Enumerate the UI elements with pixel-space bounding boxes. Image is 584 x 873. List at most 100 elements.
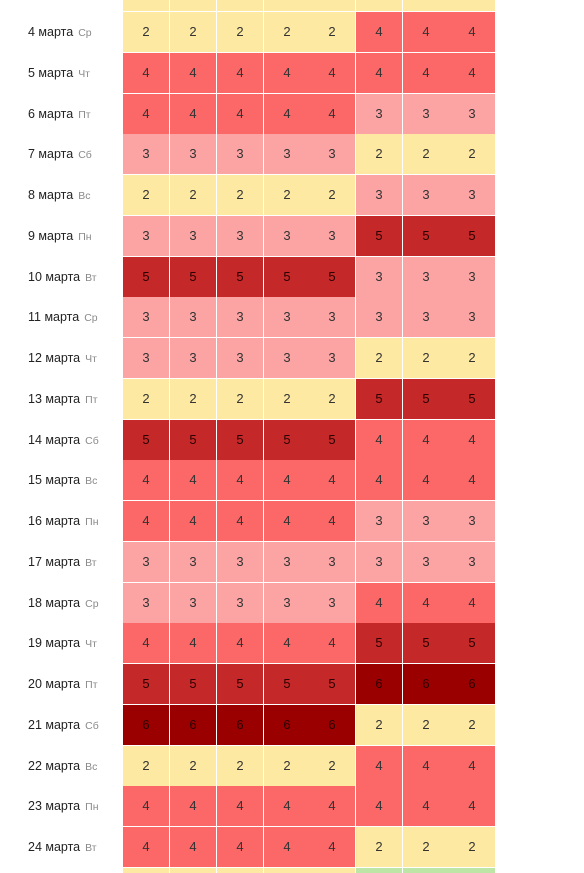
value-cell: 2 xyxy=(170,175,216,215)
date-text: 15 марта xyxy=(28,473,81,488)
value-cell: 4 xyxy=(170,786,216,827)
forecast-row: 22 марта Вс 2 2 2 2 2 4 4 4 xyxy=(0,745,584,786)
date-text: 16 марта xyxy=(28,514,81,528)
top-edge-cell xyxy=(356,0,402,11)
date-label: 7 марта Сб xyxy=(28,134,92,174)
forecast-row: 23 марта Пн 4 4 4 4 4 4 4 4 xyxy=(0,786,584,827)
date-label: 5 марта Чт xyxy=(28,53,90,93)
value-cell: 3 xyxy=(123,338,169,378)
value-cell: 4 xyxy=(309,93,355,134)
weekday-text: Ср xyxy=(84,312,98,325)
date-text: 20 марта xyxy=(28,677,81,691)
value-cell: 5 xyxy=(170,664,216,704)
value-cell: 3 xyxy=(217,338,263,378)
value-cell: 4 xyxy=(123,786,169,827)
value-cell: 4 xyxy=(123,623,169,664)
value-cell: 4 xyxy=(217,827,263,867)
value-cell: 5 xyxy=(309,664,355,704)
value-cell: 2 xyxy=(403,827,449,867)
value-cell: 5 xyxy=(403,215,449,256)
value-cell: 3 xyxy=(170,297,216,338)
value-cell: 3 xyxy=(217,134,263,175)
forecast-row: 12 марта Чт 3 3 3 3 3 2 2 2 xyxy=(0,338,584,378)
value-cell: 4 xyxy=(309,623,355,664)
value-cell: 3 xyxy=(264,215,310,256)
value-cell: 4 xyxy=(403,52,449,93)
date-label: 8 марта Вс xyxy=(28,175,90,215)
value-cell: 4 xyxy=(170,623,216,664)
value-cell: 4 xyxy=(449,786,495,827)
date-label: 10 марта Вт xyxy=(28,257,97,297)
value-cell: 4 xyxy=(356,52,402,93)
value-cell: 5 xyxy=(264,256,310,297)
value-cell: 2 xyxy=(449,134,495,175)
value-cell: 4 xyxy=(403,12,449,52)
value-cell: 3 xyxy=(403,175,449,215)
value-cell: 4 xyxy=(449,460,495,501)
date-text: 9 марта xyxy=(28,228,74,243)
date-text: 6 марта xyxy=(28,106,74,121)
value-cell: 3 xyxy=(356,175,402,215)
date-label: 11 марта Ср xyxy=(28,297,98,337)
forecast-row: 13 марта Пт 2 2 2 2 2 5 5 5 xyxy=(0,378,584,419)
value-cell: 3 xyxy=(217,582,263,623)
value-cell: 5 xyxy=(123,419,169,460)
value-cell: 2 xyxy=(123,175,169,215)
value-cell: 3 xyxy=(356,93,402,134)
value-cell: 6 xyxy=(170,704,216,745)
value-cell: 4 xyxy=(309,501,355,541)
value-cell: 3 xyxy=(449,256,495,297)
value-cell: 6 xyxy=(309,704,355,745)
top-edge-cell xyxy=(170,0,216,11)
value-cell: 5 xyxy=(264,664,310,704)
value-cell: 3 xyxy=(217,215,263,256)
value-cell: 2 xyxy=(403,134,449,175)
value-cell: 2 xyxy=(217,378,263,419)
weekday-text: Вс xyxy=(85,760,98,773)
value-cell: 4 xyxy=(356,12,402,52)
value-cell: 3 xyxy=(217,541,263,582)
value-cell: 3 xyxy=(449,501,495,541)
weekday-text: Вт xyxy=(85,842,97,854)
value-cell: 3 xyxy=(264,297,310,338)
value-cell: 2 xyxy=(309,12,355,52)
value-cell: 2 xyxy=(356,134,402,175)
forecast-row: 17 марта Вт 3 3 3 3 3 3 3 3 xyxy=(0,541,584,582)
date-label: 23 марта Пн xyxy=(28,786,99,826)
forecast-row: 14 марта Сб 5 5 5 5 5 4 4 4 xyxy=(0,419,584,460)
date-label: 20 марта Пт xyxy=(28,664,98,704)
weekday-text: Пн xyxy=(85,516,99,528)
value-cell: 3 xyxy=(123,541,169,582)
value-cell: 2 xyxy=(449,338,495,378)
value-cell: 2 xyxy=(170,12,216,52)
value-cell: 2 xyxy=(449,827,495,867)
value-cell: 4 xyxy=(264,93,310,134)
value-cell: 4 xyxy=(264,786,310,827)
top-edge-cell xyxy=(449,0,495,11)
value-cell: 3 xyxy=(309,297,355,338)
value-cell: 2 xyxy=(309,745,355,786)
value-cell: 6 xyxy=(449,664,495,704)
value-cell: 5 xyxy=(217,419,263,460)
value-cell: 3 xyxy=(356,256,402,297)
value-cell: 3 xyxy=(170,582,216,623)
value-cell: 2 xyxy=(449,704,495,745)
weekday-text: Вс xyxy=(78,190,91,202)
value-cell: 3 xyxy=(264,134,310,175)
value-cell: 4 xyxy=(309,786,355,827)
bottom-edge-cell xyxy=(449,867,495,873)
top-edge-cell xyxy=(123,0,169,11)
value-cell: 5 xyxy=(356,623,402,664)
value-cell: 4 xyxy=(403,745,449,786)
bottom-edge-cell xyxy=(217,867,263,873)
weekday-text: Вт xyxy=(85,271,97,284)
value-cell: 4 xyxy=(403,460,449,501)
value-cell: 3 xyxy=(449,297,495,338)
value-cell: 5 xyxy=(217,664,263,704)
value-cell: 4 xyxy=(264,827,310,867)
date-label: 17 марта Вт xyxy=(28,542,97,582)
value-cell: 4 xyxy=(123,501,169,541)
value-cell: 4 xyxy=(449,582,495,623)
date-text: 12 марта xyxy=(28,351,81,365)
value-cell: 6 xyxy=(264,704,310,745)
